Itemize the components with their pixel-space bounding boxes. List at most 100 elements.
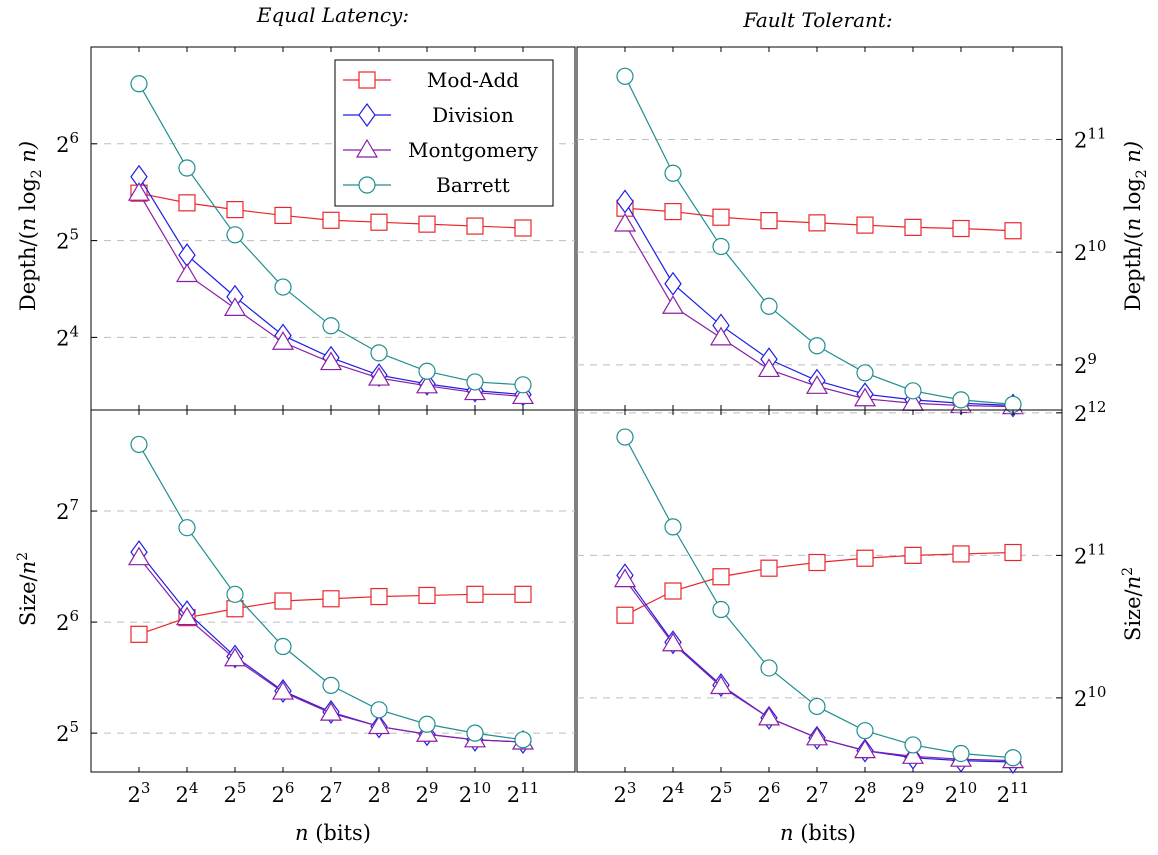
data-point-montgomery — [319, 701, 343, 721]
series-line-barrett — [624, 76, 1014, 405]
legend: Mod-Add Division Montgomery Barrett — [334, 59, 554, 207]
x-tick-label: 25 — [710, 779, 733, 807]
x-tick-label: 23 — [128, 779, 151, 807]
data-point-barrett — [808, 337, 826, 355]
data-point-barrett — [418, 362, 436, 380]
data-point-barrett — [616, 428, 634, 446]
data-point-barrett — [760, 297, 778, 315]
y-tick-label: 25 — [56, 226, 79, 254]
x-tick-label: 24 — [176, 779, 199, 807]
data-point-montgomery — [661, 632, 685, 652]
x-tick-label: 23 — [614, 779, 637, 807]
data-point-mod-add — [514, 219, 532, 237]
data-point-barrett — [664, 164, 682, 182]
data-point-mod-add — [760, 212, 778, 230]
y-tick-label: 26 — [56, 129, 79, 157]
x-tick-label: 210 — [945, 779, 977, 807]
y-axis-label-depth-left: Depth/(n log2 n) — [16, 141, 45, 311]
data-point-montgomery — [271, 680, 295, 700]
data-point-montgomery — [853, 387, 877, 407]
plot-frame — [576, 409, 1063, 773]
legend-label-barrett: Barrett — [436, 173, 510, 197]
data-point-montgomery — [853, 739, 877, 759]
data-point-barrett — [274, 278, 292, 296]
x-tick-label: 26 — [272, 779, 295, 807]
x-tick-label: 211 — [507, 779, 539, 807]
y-tick-label: 26 — [56, 607, 79, 635]
y-axis-label-size-right: Size/n2 — [1120, 567, 1145, 641]
data-point-mod-add — [712, 568, 730, 586]
data-point-mod-add — [664, 582, 682, 600]
data-point-mod-add — [952, 219, 970, 238]
data-point-barrett — [514, 731, 532, 749]
panel-depth-fault-tolerant: 29 210 211 — [576, 46, 1106, 418]
x-tick-label: 24 — [662, 779, 685, 807]
data-point-montgomery — [367, 715, 391, 735]
legend-marker-barrett — [358, 176, 376, 194]
x-tick-label: 27 — [806, 779, 829, 807]
data-point-barrett — [664, 518, 682, 536]
data-point-mod-add — [466, 217, 484, 235]
data-point-mod-add — [856, 549, 874, 567]
data-point-mod-add — [514, 585, 532, 603]
data-point-mod-add — [370, 587, 388, 606]
data-point-mod-add — [1004, 543, 1022, 562]
data-point-mod-add — [418, 215, 436, 233]
data-point-mod-add — [856, 216, 874, 234]
data-point-montgomery — [175, 263, 199, 283]
data-point-mod-add — [370, 213, 388, 231]
x-tick-label: 29 — [416, 779, 439, 807]
data-point-barrett — [712, 237, 730, 256]
data-point-mod-add — [760, 559, 778, 577]
panel-size-fault-tolerant: 210 211 212 23 24 25 26 27 28 29 210 211 — [576, 398, 1106, 807]
x-axis-label-left: n (bits) — [295, 821, 371, 845]
data-point-barrett — [178, 159, 196, 177]
data-point-montgomery — [127, 181, 151, 201]
data-point-montgomery — [319, 351, 343, 371]
data-point-mod-add — [274, 592, 292, 610]
data-point-montgomery — [613, 568, 637, 588]
data-point-barrett — [712, 600, 730, 619]
y-tick-label: 25 — [56, 718, 79, 746]
y-tick-label: 29 — [1074, 350, 1097, 378]
data-point-barrett — [856, 364, 874, 382]
data-point-barrett — [952, 391, 970, 409]
data-point-division — [178, 243, 196, 268]
x-tick-label: 210 — [459, 779, 491, 807]
data-point-mod-add — [226, 201, 244, 219]
y-tick-label: 210 — [1074, 237, 1106, 265]
panel-size-equal-latency: 25 26 27 23 24 25 26 27 28 29 210 211 — [56, 409, 576, 807]
data-point-barrett — [322, 676, 340, 694]
data-point-division — [616, 189, 634, 214]
legend-label-division: Division — [432, 103, 514, 127]
data-point-barrett — [178, 519, 196, 537]
data-point-mod-add — [664, 202, 682, 221]
data-point-barrett — [952, 744, 970, 763]
data-point-barrett — [226, 585, 244, 603]
data-point-mod-add — [466, 585, 484, 603]
x-tick-label: 211 — [997, 779, 1029, 807]
data-point-mod-add — [904, 218, 922, 236]
data-point-barrett — [322, 317, 340, 335]
y-axis-label-depth-right: Depth/(n log2 n) — [1121, 141, 1150, 311]
data-point-mod-add — [952, 545, 970, 563]
data-point-montgomery — [223, 647, 247, 667]
data-point-montgomery — [709, 326, 733, 346]
legend-marker-division — [358, 102, 376, 128]
data-point-montgomery — [367, 366, 391, 386]
data-point-mod-add — [226, 600, 244, 618]
data-point-barrett — [370, 344, 388, 362]
data-point-barrett — [466, 724, 484, 742]
data-point-montgomery — [805, 726, 829, 746]
x-tick-label: 29 — [902, 779, 925, 807]
data-point-barrett — [760, 659, 778, 677]
y-axis-label-size-left: Size/n2 — [15, 552, 40, 626]
data-point-montgomery — [271, 331, 295, 350]
data-point-montgomery — [661, 295, 685, 314]
x-tick-label: 28 — [854, 779, 877, 807]
data-point-barrett — [514, 376, 532, 394]
data-point-barrett — [904, 736, 922, 754]
data-point-montgomery — [613, 212, 637, 232]
data-point-barrett — [130, 75, 148, 93]
legend-label-montgomery: Montgomery — [408, 138, 539, 162]
